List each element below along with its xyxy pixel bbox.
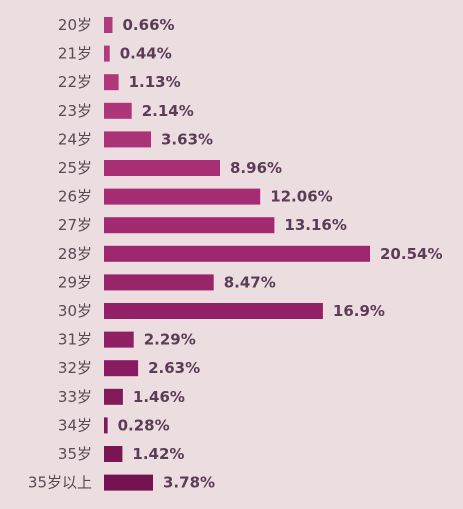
value-label: 13.16%: [284, 216, 346, 234]
category-label: 35岁: [58, 445, 92, 463]
value-label: 0.28%: [118, 416, 170, 434]
category-label: 21岁: [58, 45, 92, 63]
category-label: 31岁: [58, 331, 92, 349]
category-label: 32岁: [58, 359, 92, 377]
category-label: 26岁: [58, 188, 92, 206]
bar: [104, 331, 134, 348]
category-label: 27岁: [58, 216, 92, 234]
value-label: 1.42%: [132, 445, 184, 463]
bar: [104, 245, 370, 262]
bar: [104, 188, 261, 205]
category-label: 35岁以上: [28, 474, 92, 492]
category-label: 25岁: [58, 159, 92, 177]
value-label: 3.78%: [163, 474, 215, 492]
category-label: 30岁: [58, 302, 92, 320]
category-label: 20岁: [58, 16, 92, 34]
category-label: 24岁: [58, 130, 92, 148]
value-label: 0.66%: [123, 16, 175, 34]
bar: [104, 74, 119, 91]
bar: [104, 45, 110, 62]
bar: [104, 446, 123, 462]
bar: [104, 160, 220, 176]
bar: [104, 303, 323, 319]
bars: [104, 17, 370, 491]
bar: [104, 274, 214, 291]
category-label: 28岁: [58, 245, 92, 263]
value-labels: 0.66% 0.44% 1.13% 2.14% 3.63% 8.96% 12.06% 13.1…: [118, 16, 443, 492]
value-label: 12.06%: [270, 188, 332, 206]
value-label: 3.63%: [161, 130, 213, 148]
category-labels: 20岁 21岁 22岁 23岁 24岁 25岁 26岁 27岁 28岁 29岁 30岁 31岁 32岁 3…: [28, 16, 92, 492]
value-label: 2.14%: [142, 102, 194, 120]
bar: [104, 131, 151, 148]
value-label: 8.96%: [230, 159, 282, 177]
value-label: 2.29%: [144, 331, 196, 349]
bar: [104, 360, 139, 377]
category-label: 34岁: [58, 416, 92, 434]
value-label: 8.47%: [224, 273, 276, 291]
value-label: 2.63%: [148, 359, 200, 377]
category-label: 23岁: [58, 102, 92, 120]
value-label: 1.13%: [129, 73, 181, 91]
value-label: 20.54%: [380, 245, 442, 263]
value-label: 16.9%: [333, 302, 385, 320]
category-label: 33岁: [58, 388, 92, 406]
category-label: 29岁: [58, 273, 92, 291]
bar: [104, 102, 132, 119]
category-label: 22岁: [58, 73, 92, 91]
bar: [104, 388, 123, 405]
value-label: 0.44%: [120, 45, 172, 63]
bar: [104, 217, 275, 234]
bar: [104, 17, 113, 33]
bar: [104, 474, 153, 491]
value-label: 1.46%: [133, 388, 185, 406]
bar: [104, 417, 108, 434]
